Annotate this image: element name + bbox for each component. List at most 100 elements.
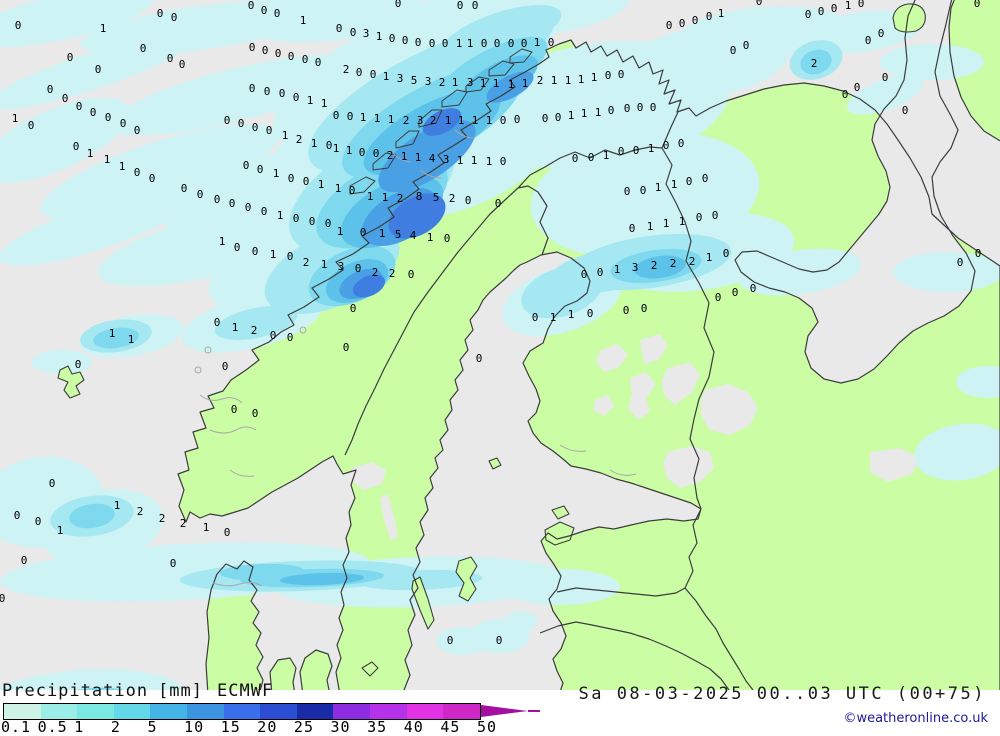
precip-value-label: 0 [750,282,757,295]
precip-value-label: 0 [90,106,97,119]
legend-tick-label: 20 [257,718,278,736]
precip-value-label: 2 [296,133,303,146]
precip-value-label: 0 [234,241,241,254]
precip-value-label: 0 [402,34,409,47]
precip-value-label: 0 [637,101,644,114]
precip-value-label: 2 [651,259,658,272]
precip-value-label: 1 [109,327,116,340]
legend-color-cell [187,704,224,719]
precip-value-label: 2 [387,149,394,162]
precip-value-label: 0 [842,88,849,101]
precip-value-label: 0 [618,145,625,158]
precip-value-label: 0 [370,68,377,81]
precip-value-label: 1 [415,151,422,164]
precip-value-label: 0 [62,92,69,105]
precip-value-label: 0 [633,144,640,157]
precip-value-label: 0 [359,146,366,159]
precip-value-label: 5 [411,74,418,87]
precip-value-label: 1 [568,109,575,122]
precip-value-label: 0 [67,51,74,64]
precip-value-label: 0 [181,182,188,195]
precip-value-label: 1 [401,150,408,163]
precip-value-label: 0 [0,592,5,605]
lake-layer [350,334,920,541]
precip-value-label: 0 [360,226,367,239]
precip-value-label: 0 [732,286,739,299]
precip-value-label: 0 [356,66,363,79]
precip-value-label: 0 [858,0,865,10]
precip-value-label: 0 [756,0,763,8]
precip-value-label: 0 [279,87,286,100]
precip-value-label: 1 [376,30,383,43]
oland-island [411,576,435,630]
precip-value-label: 0 [179,58,186,71]
precip-value-label: 0 [266,124,273,137]
precip-value-label: 1 [300,14,307,27]
precip-value-label: 0 [481,37,488,50]
legend-color-cell [443,704,480,719]
precip-value-label: 3 [425,75,432,88]
precip-value-label: 0 [264,85,271,98]
precip-value-label: 0 [49,477,56,490]
precip-value-label: 1 [486,114,493,127]
precip-value-label: 1 [655,181,662,194]
precip-value-label: 3 [363,27,370,40]
precip-value-label: 0 [415,36,422,49]
precip-value-label: 1 [551,74,558,87]
precip-value-label: 1 [603,149,610,162]
legend-tick-label: 40 [403,718,424,736]
precip-value-label: 1 [550,311,557,324]
precip-value-label: 0 [309,215,316,228]
precip-value-label: 0 [521,37,528,50]
precip-value-label: 0 [686,175,693,188]
precip-value-label: 1 [452,76,459,89]
legend-tick-label: 0.5 [37,718,68,736]
precip-value-label: 2 [251,324,258,337]
precip-value-label: 0 [229,197,236,210]
precip-value-label: 1 [647,220,654,233]
precip-value-label: 0 [73,140,80,153]
precip-value-label: 0 [231,403,238,416]
precip-value-label: 0 [457,0,464,12]
precip-value-label: 3 [632,261,639,274]
precip-value-label: 0 [288,172,295,185]
saaremaa-island [544,521,575,546]
legend-tick-label: 15 [220,718,241,736]
precip-value-label: 0 [248,0,255,12]
precip-value-label: 0 [288,50,295,63]
precip-value-label: 0 [95,63,102,76]
precip-value-label: 0 [134,166,141,179]
precip-value-label: 0 [715,291,722,304]
precip-value-label: 0 [270,329,277,342]
precip-value-label: 1 [568,308,575,321]
precip-value-label: 0 [355,262,362,275]
precip-value-label: 1 [321,97,328,110]
precip-value-label: 0 [696,211,703,224]
legend-colorbar [3,703,481,720]
precip-value-label: 2 [439,76,446,89]
precip-value-label: 1 [471,154,478,167]
precip-value-label: 0 [349,184,356,197]
precip-value-label: 1 [845,0,852,12]
precip-value-label: 0 [214,193,221,206]
legend-tick-label: 25 [293,718,314,736]
precip-value-label: 0 [275,47,282,60]
precip-value-label: 0 [975,247,982,260]
precip-value-label: 0 [692,14,699,27]
precip-value-label: 1 [534,36,541,49]
legend-arrow [481,705,540,717]
precip-value-label: 1 [346,144,353,157]
precip-value-label: 1 [318,178,325,191]
precip-value-label: 3 [397,72,404,85]
precip-value-label: 0 [287,331,294,344]
precip-value-label: 0 [120,117,127,130]
precip-value-label: 0 [252,245,259,258]
precip-value-label: 0 [618,68,625,81]
border-layer [344,111,754,690]
precip-value-label: 0 [548,36,555,49]
precip-value-label: 0 [261,205,268,218]
precip-value-label: 0 [624,185,631,198]
legend-color-cell [333,704,371,719]
precip-value-label: 0 [495,197,502,210]
legend-color-cell [4,704,41,719]
